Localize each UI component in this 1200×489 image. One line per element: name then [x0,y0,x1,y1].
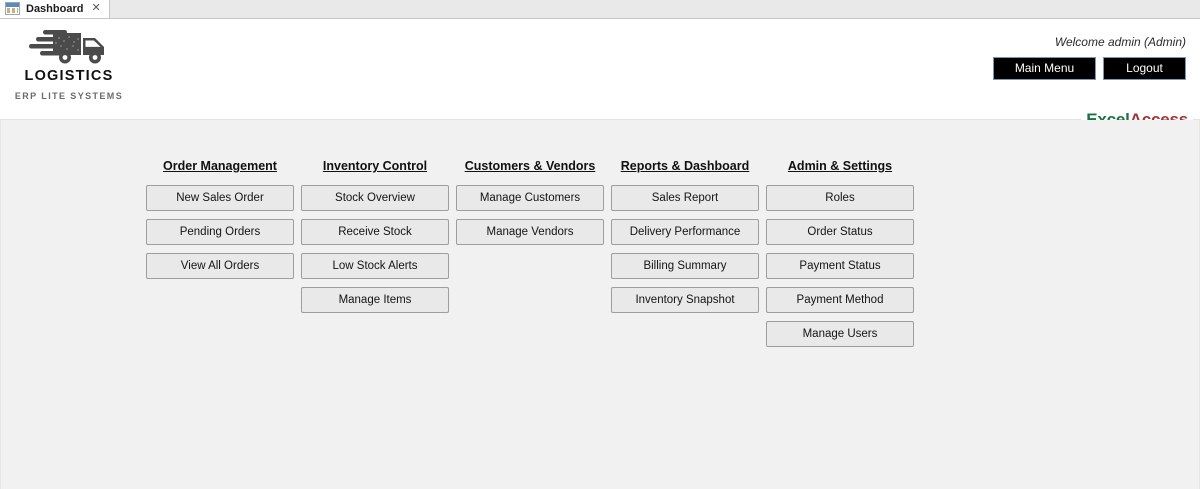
menu-columns: Order Management New Sales Order Pending… [146,159,914,355]
menu-button-manage-vendors[interactable]: Manage Vendors [456,219,604,245]
menu-button-low-stock-alerts[interactable]: Low Stock Alerts [301,253,449,279]
menu-button-view-all-orders[interactable]: View All Orders [146,253,294,279]
column-title: Inventory Control [322,159,428,173]
menu-button-delivery-performance[interactable]: Delivery Performance [611,219,759,245]
menu-button-manage-customers[interactable]: Manage Customers [456,185,604,211]
main-menu-button[interactable]: Main Menu [993,57,1096,80]
close-icon[interactable]: ✕ [91,2,101,14]
menu-button-inventory-snapshot[interactable]: Inventory Snapshot [611,287,759,313]
menu-button-manage-users[interactable]: Manage Users [766,321,914,347]
column-title: Customers & Vendors [464,159,596,173]
tab-strip: Dashboard ✕ [0,0,1200,19]
menu-button-pending-orders[interactable]: Pending Orders [146,219,294,245]
column-title: Reports & Dashboard [620,159,750,173]
menu-button-payment-method[interactable]: Payment Method [766,287,914,313]
access-form-icon [5,2,20,15]
dashboard-body: Order Management New Sales Order Pending… [0,120,1200,489]
menu-column-reports-dashboard: Reports & Dashboard Sales Report Deliver… [611,159,759,355]
menu-column-admin-settings: Admin & Settings Roles Order Status Paym… [766,159,914,355]
menu-button-roles[interactable]: Roles [766,185,914,211]
brand-logo: LOGISTICS ERP LITE SYSTEMS [14,27,124,101]
logout-button[interactable]: Logout [1103,57,1186,80]
brand-subtitle: ERP LITE SYSTEMS [14,91,124,101]
column-title: Order Management [163,159,277,173]
column-title: Admin & Settings [787,159,893,173]
header-actions: Main Menu Logout [993,57,1186,80]
menu-column-inventory-control: Inventory Control Stock Overview Receive… [301,159,449,355]
menu-column-order-management: Order Management New Sales Order Pending… [146,159,294,355]
menu-button-receive-stock[interactable]: Receive Stock [301,219,449,245]
menu-button-billing-summary[interactable]: Billing Summary [611,253,759,279]
menu-button-manage-items[interactable]: Manage Items [301,287,449,313]
tab-label: Dashboard [26,2,84,15]
menu-button-stock-overview[interactable]: Stock Overview [301,185,449,211]
menu-column-customers-vendors: Customers & Vendors Manage Customers Man… [456,159,604,355]
welcome-text: Welcome admin (Admin) [1054,35,1186,49]
menu-button-order-status[interactable]: Order Status [766,219,914,245]
app-header: LOGISTICS ERP LITE SYSTEMS Welcome admin… [0,19,1200,132]
menu-button-payment-status[interactable]: Payment Status [766,253,914,279]
delivery-truck-icon [29,30,104,64]
brand-name: LOGISTICS [24,68,114,84]
menu-button-new-sales-order[interactable]: New Sales Order [146,185,294,211]
menu-button-sales-report[interactable]: Sales Report [611,185,759,211]
tab-dashboard[interactable]: Dashboard ✕ [0,0,110,18]
